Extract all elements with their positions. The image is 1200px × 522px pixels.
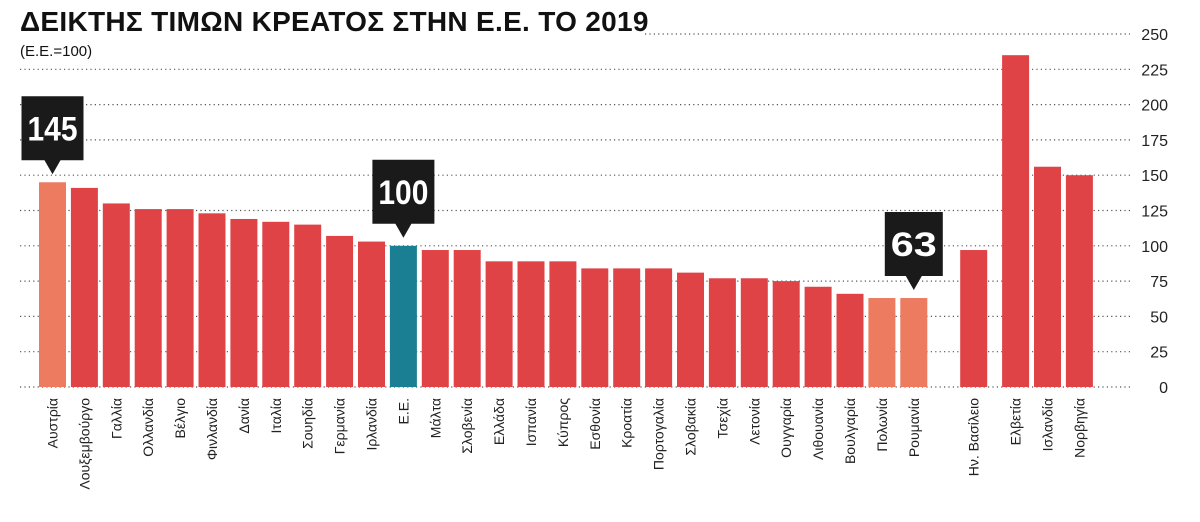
category-label: Πολωνία: [874, 398, 890, 452]
category-label: Ολλανδία: [140, 398, 156, 457]
y-tick-label: 125: [1141, 204, 1168, 221]
category-label: Ε.Ε.: [395, 398, 411, 424]
bar: [772, 281, 800, 387]
bar: [836, 293, 864, 387]
bar: [868, 298, 896, 387]
category-label: Ουγγαρία: [778, 398, 794, 458]
bar: [294, 224, 322, 387]
category-label: Ισλανδία: [1040, 398, 1056, 451]
bar: [102, 203, 130, 387]
y-tick-label: 100: [1141, 239, 1168, 256]
category-label: Λετονία: [746, 398, 762, 445]
bar: [358, 241, 385, 387]
bar: [900, 298, 928, 387]
callout-marker: [884, 212, 943, 291]
bar: [262, 221, 290, 387]
bar: [1034, 166, 1061, 387]
bar: [549, 261, 577, 387]
callout-value: 145: [28, 110, 78, 148]
category-label: Πορτογαλία: [651, 398, 667, 470]
callout-marker: [21, 96, 84, 175]
bar: [166, 209, 194, 387]
category-label: Τσεχία: [714, 398, 730, 438]
category-label: Γερμανία: [332, 398, 348, 454]
category-label: Αυστρία: [45, 398, 61, 448]
y-tick-label: 150: [1141, 168, 1168, 185]
category-label: Γαλλία: [108, 398, 124, 439]
chart-subtitle: (Ε.Ε.=100): [20, 43, 93, 60]
y-tick-label: 75: [1150, 274, 1168, 291]
bar: [613, 268, 641, 387]
y-tick-label: 175: [1141, 133, 1168, 150]
bar: [198, 213, 226, 387]
bar: [326, 235, 354, 387]
category-label: Ρουμανία: [906, 398, 922, 457]
bar: [960, 250, 988, 387]
bar: [230, 218, 258, 387]
category-label: Νορβηγία: [1071, 398, 1087, 458]
bar: [677, 272, 704, 387]
category-label: Ελβετία: [1008, 398, 1024, 445]
category-label: Ην. Βασίλειο: [966, 398, 982, 476]
bar: [708, 278, 736, 387]
category-label: Μάλτα: [427, 398, 443, 438]
y-tick-label: 200: [1141, 98, 1168, 115]
y-tick-label: 50: [1150, 309, 1168, 326]
y-tick-label: 225: [1141, 62, 1168, 79]
category-label: Λιθουανία: [810, 398, 826, 460]
category-label: Βουλγαρία: [842, 398, 858, 464]
bar: [517, 261, 545, 387]
bar: [804, 286, 832, 387]
bar: [453, 250, 481, 387]
bar: [389, 245, 417, 387]
category-label: Ιρλανδία: [364, 398, 380, 450]
callout-value: 100: [378, 174, 428, 212]
category-label: Ελλάδα: [491, 398, 507, 445]
category-label: Σλοβενία: [459, 398, 475, 454]
category-label: Σλοβακία: [683, 398, 699, 456]
bar: [1065, 175, 1093, 387]
category-label: Σουηδία: [300, 398, 316, 449]
y-tick-label: 0: [1159, 380, 1168, 397]
category-label: Λουξεμβούργο: [76, 398, 92, 490]
category-label: Ισπανία: [523, 398, 539, 446]
bar: [645, 268, 673, 387]
bar: [740, 278, 768, 387]
bar: [134, 209, 162, 387]
y-tick-label: 25: [1150, 345, 1168, 362]
category-label: Δανία: [236, 398, 252, 434]
bar: [39, 182, 66, 387]
y-tick-label: 250: [1141, 27, 1168, 44]
category-label: Ιταλία: [268, 398, 284, 434]
bar: [485, 261, 513, 387]
bar: [1002, 55, 1030, 388]
category-label: Κύπρος: [555, 398, 571, 447]
callout-marker: [372, 159, 435, 238]
bar: [421, 250, 449, 387]
callout-value: 63: [891, 226, 937, 264]
bar: [70, 187, 98, 387]
chart-title: ΔΕΙΚΤΗΣ ΤΙΜΩΝ ΚΡΕΑΤΟΣ ΣΤΗΝ Ε.Ε. ΤΟ 2019: [20, 6, 649, 37]
category-label: Βέλγιο: [172, 398, 188, 439]
category-label: Εσθονία: [587, 398, 603, 450]
category-label: Κροατία: [619, 398, 635, 448]
category-label: Φινλανδία: [204, 398, 220, 460]
bar: [581, 268, 609, 387]
